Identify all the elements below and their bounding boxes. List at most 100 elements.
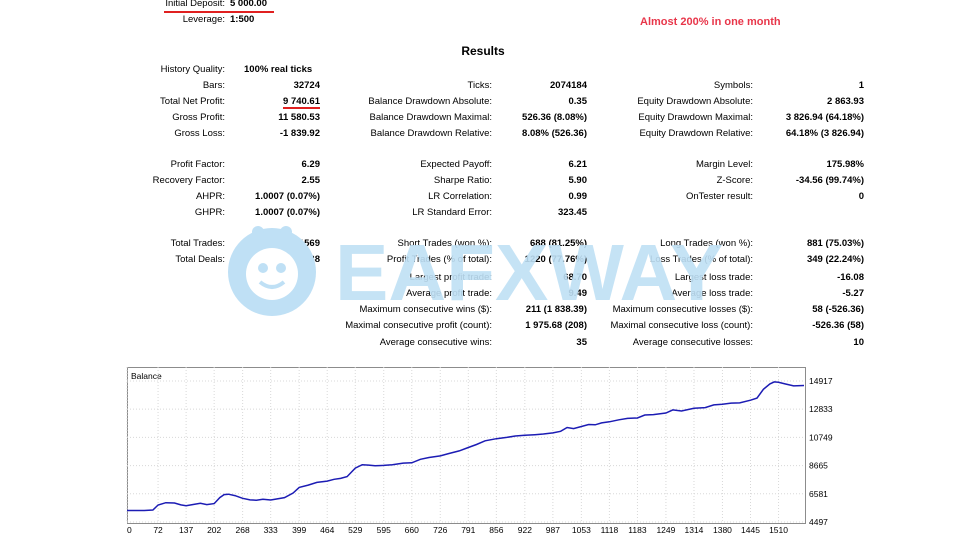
col2-label-14: Average consecutive wins: [379, 337, 492, 348]
x-tick-label: 1380 [713, 525, 732, 535]
col2-value-8: 688 (81.25%) [529, 238, 587, 249]
initial-deposit-underline [164, 11, 274, 13]
col2-label-12: Maximum consecutive wins ($): [359, 304, 492, 315]
col2-label-8: Short Trades (won %): [397, 238, 492, 249]
col1-value-5: 2.55 [301, 175, 321, 186]
x-tick-label: 791 [461, 525, 475, 535]
col2-label-1: Balance Drawdown Absolute: [368, 96, 492, 107]
x-tick-label: 333 [264, 525, 278, 535]
col3-label-7: Long Trades (won %): [660, 238, 753, 249]
history-quality-value: 100% real ticks [244, 64, 313, 75]
col2-label-7: LR Standard Error: [412, 207, 492, 218]
col2-label-10: Largest profit trade: [409, 272, 492, 283]
col1-label-3: Gross Loss: [174, 128, 225, 139]
history-quality-label: History Quality: [160, 64, 225, 75]
col3-value-2: 3 826.94 (64.18%) [785, 112, 864, 123]
y-tick-label: 6581 [809, 489, 828, 499]
col1-value-6: 1.0007 (0.07%) [255, 191, 320, 202]
x-tick-label: 1183 [628, 525, 647, 535]
col1-label-7: GHPR: [194, 207, 225, 218]
col1-label-9: Total Deals: [175, 254, 225, 265]
initial-deposit-value: 5 000.00 [230, 0, 267, 9]
initial-deposit-label: Initial Deposit: [165, 0, 225, 9]
col2-label-3: Balance Drawdown Relative: [370, 128, 492, 139]
x-tick-label: 1053 [572, 525, 591, 535]
x-tick-label: 595 [377, 525, 391, 535]
col3-value-12: -526.36 (58) [812, 320, 864, 331]
leverage-label: Leverage: [182, 14, 225, 25]
col3-value-1: 2 863.93 [827, 96, 864, 107]
results-title: Results [461, 44, 505, 58]
balance-line [127, 381, 805, 512]
col3-value-8: 349 (22.24%) [806, 254, 864, 265]
x-tick-label: 137 [179, 525, 193, 535]
y-tick-label: 4497 [809, 517, 828, 527]
col3-label-11: Maximum consecutive losses ($): [612, 304, 753, 315]
x-tick-label: 1445 [741, 525, 760, 535]
col2-value-4: 6.21 [568, 159, 588, 170]
col2-value-2: 526.36 (8.08%) [522, 112, 587, 123]
col2-value-11: 9.49 [568, 288, 588, 299]
col2-value-14: 35 [576, 337, 587, 348]
col2-value-10: 68.70 [563, 272, 587, 283]
col3-label-4: Margin Level: [695, 159, 753, 170]
col3-label-2: Equity Drawdown Maximal: [638, 112, 753, 123]
col3-value-6: 0 [858, 191, 864, 202]
col3-label-9: Largest loss trade: [674, 272, 753, 283]
col3-value-5: -34.56 (99.74%) [795, 175, 864, 186]
col2-value-12: 211 (1 838.39) [525, 304, 587, 315]
col2-value-6: 0.99 [568, 191, 588, 202]
col3-label-10: Average loss trade: [671, 288, 753, 299]
col1-value-0: 32724 [293, 80, 320, 91]
col2-label-6: LR Correlation: [428, 191, 492, 202]
headline-text: Almost 200% in one month [640, 16, 781, 28]
col3-value-9: -16.08 [837, 272, 864, 283]
col3-value-7: 881 (75.03%) [806, 238, 864, 249]
col3-value-3: 64.18% (3 826.94) [785, 128, 864, 139]
col1-value-4: 6.29 [301, 159, 321, 170]
total-net-profit-highlight: 9 740.61 [283, 96, 320, 109]
x-tick-label: 922 [518, 525, 532, 535]
col1-label-6: AHPR: [195, 191, 225, 202]
col1-value-3: -1 839.92 [279, 128, 320, 139]
x-tick-label: 202 [207, 525, 221, 535]
x-tick-label: 856 [489, 525, 503, 535]
x-tick-label: 464 [320, 525, 334, 535]
col2-label-13: Maximal consecutive profit (count): [345, 320, 492, 331]
col3-label-13: Average consecutive losses: [632, 337, 753, 348]
col3-label-8: Loss Trades (% of total): [650, 254, 753, 265]
col3-label-12: Maximal consecutive loss (count): [610, 320, 753, 331]
col2-label-2: Balance Drawdown Maximal: [369, 112, 493, 123]
y-tick-label: 14917 [809, 376, 833, 386]
col3-value-11: 58 (-526.36) [812, 304, 864, 315]
x-tick-label: 529 [348, 525, 362, 535]
x-tick-label: 1314 [685, 525, 704, 535]
col3-value-4: 175.98% [826, 159, 864, 170]
x-tick-label: 1249 [656, 525, 675, 535]
x-tick-label: 660 [405, 525, 419, 535]
x-tick-label: 1510 [769, 525, 788, 535]
col2-label-4: Expected Payoff: [420, 159, 492, 170]
col3-label-0: Symbols: [713, 80, 753, 91]
col3-label-6: OnTester result: [685, 191, 753, 202]
x-tick-label: 399 [292, 525, 306, 535]
col1-label-4: Profit Factor: [170, 159, 225, 170]
col1-label-0: Bars: [202, 80, 225, 91]
col2-value-13: 1 975.68 (208) [525, 320, 587, 331]
col3-value-13: 10 [853, 337, 864, 348]
x-tick-label: 1118 [601, 525, 619, 535]
col1-label-5: Recovery Factor: [152, 175, 225, 186]
col1-label-2: Gross Profit: [172, 112, 225, 123]
y-tick-label: 10749 [809, 432, 833, 442]
x-tick-label: 268 [236, 525, 250, 535]
y-tick-label: 8665 [809, 461, 828, 471]
col2-value-5: 5.90 [568, 175, 588, 186]
col2-label-0: Ticks: [467, 80, 492, 91]
col2-label-11: Average profit trade: [406, 288, 492, 299]
col3-label-3: Equity Drawdown Relative: [639, 128, 753, 139]
x-tick-label: 72 [153, 525, 163, 535]
col2-value-3: 8.08% (526.36) [522, 128, 587, 139]
col3-value-10: -5.27 [842, 288, 864, 299]
leverage-value: 1:500 [230, 14, 255, 25]
